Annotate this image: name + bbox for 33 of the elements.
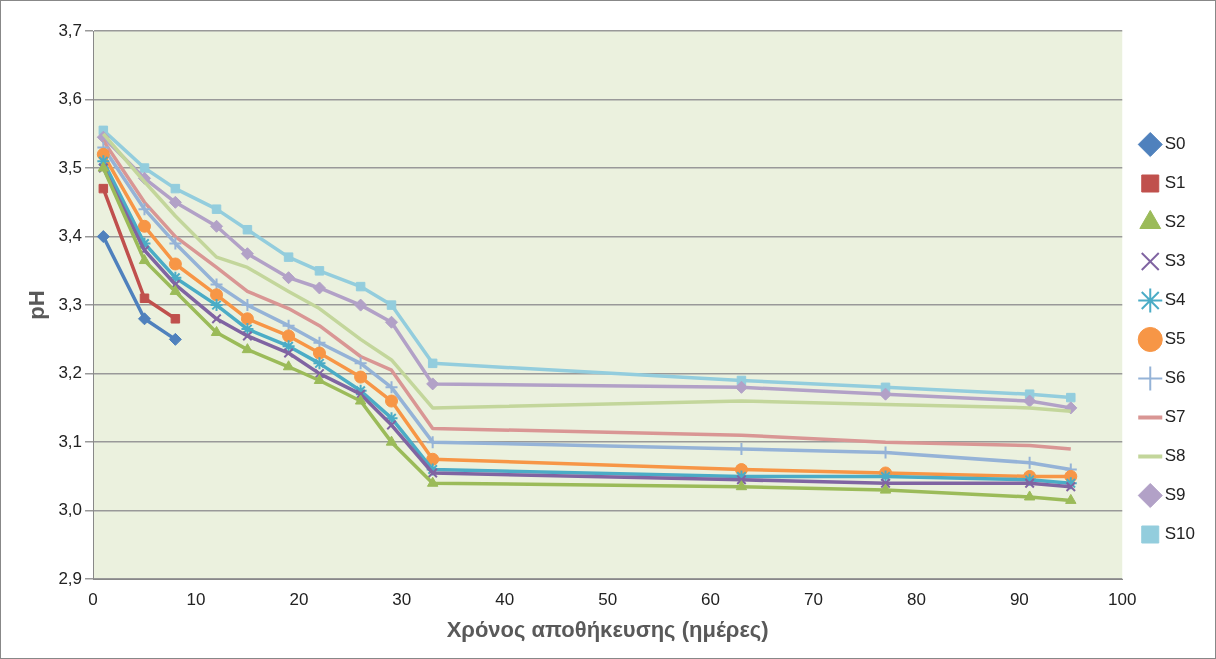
x-tick-label: 60 — [701, 590, 721, 610]
legend-label: S2 — [1164, 212, 1186, 232]
y-tick-label: 3,6 — [58, 89, 83, 109]
x-tick-label: 70 — [804, 590, 823, 610]
y-tick-label: 3,7 — [58, 20, 83, 40]
x-tick-label: 90 — [1009, 590, 1029, 610]
x-tick-label: 10 — [186, 590, 206, 610]
y-tick-label: 3,3 — [58, 294, 83, 314]
legend-label: S5 — [1164, 329, 1186, 349]
x-tick-label: 100 — [1108, 590, 1137, 610]
legend-label: S4 — [1164, 290, 1186, 310]
y-tick-label: 3,1 — [58, 431, 83, 451]
y-tick-label: 3,2 — [58, 363, 83, 383]
y-axis-title: pH — [24, 290, 50, 320]
y-tick-label: 3,5 — [58, 157, 83, 177]
legend-label: S9 — [1164, 485, 1186, 505]
legend-label: S8 — [1164, 446, 1186, 466]
x-axis-title: Χρόνος αποθήκευσης (ημέρες) — [446, 616, 769, 642]
legend-label: S10 — [1164, 524, 1195, 544]
x-tick-label: 80 — [906, 590, 926, 610]
y-tick-label: 2,9 — [58, 568, 83, 588]
x-tick-label: 20 — [289, 590, 309, 610]
x-tick-label: 30 — [392, 590, 412, 610]
y-tick-label: 3,0 — [58, 500, 83, 520]
x-tick-label: 40 — [495, 590, 515, 610]
x-tick-label: 50 — [598, 590, 618, 610]
legend-label: S7 — [1164, 407, 1186, 427]
legend-label: S6 — [1164, 368, 1186, 388]
legend-label: S0 — [1164, 134, 1186, 154]
legend-label: S1 — [1164, 173, 1186, 193]
x-tick-label: 0 — [88, 590, 98, 610]
legend-label: S3 — [1164, 251, 1186, 271]
y-tick-label: 3,4 — [58, 226, 83, 246]
